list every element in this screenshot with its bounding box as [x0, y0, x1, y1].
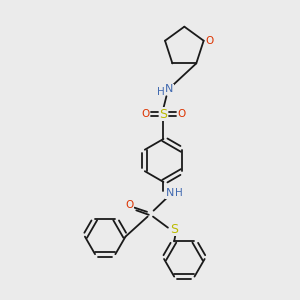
Text: S: S	[159, 108, 167, 121]
Text: S: S	[170, 223, 178, 236]
Text: N: N	[166, 188, 174, 198]
Text: O: O	[206, 36, 214, 46]
Text: H: H	[175, 188, 183, 198]
Text: H: H	[157, 87, 165, 98]
Text: O: O	[125, 200, 133, 210]
Text: O: O	[177, 109, 185, 119]
Text: O: O	[141, 109, 150, 119]
Text: N: N	[165, 84, 173, 94]
